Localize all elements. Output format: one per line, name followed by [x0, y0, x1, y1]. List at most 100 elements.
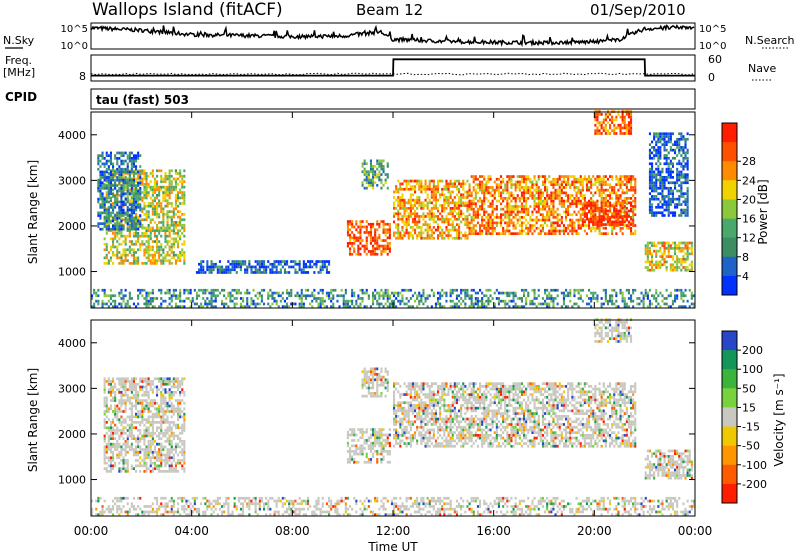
- data-cell: [361, 244, 364, 248]
- data-cell: [627, 291, 630, 295]
- data-cell: [598, 188, 601, 192]
- data-cell: [126, 253, 129, 257]
- data-cell: [686, 165, 689, 168]
- data-cell: [430, 305, 433, 309]
- data-cell: [600, 183, 603, 187]
- data-cell: [510, 194, 513, 197]
- data-cell: [403, 198, 406, 202]
- data-cell: [520, 186, 523, 189]
- data-cell: [426, 185, 429, 188]
- data-cell: [411, 236, 414, 240]
- data-cell: [567, 194, 570, 197]
- data-cell: [474, 194, 477, 197]
- data-cell: [309, 302, 312, 306]
- data-cell: [487, 186, 490, 189]
- data-cell: [145, 256, 148, 260]
- data-cell: [114, 253, 117, 257]
- data-cell: [585, 302, 588, 306]
- data-cell: [269, 288, 272, 292]
- data-cell: [525, 186, 528, 189]
- data-cell: [141, 180, 144, 184]
- data-cell: [434, 190, 437, 194]
- data-cell: [397, 291, 400, 295]
- data-cell: [319, 299, 322, 303]
- data-cell: [353, 305, 356, 309]
- data-cell: [653, 156, 656, 160]
- data-cell: [174, 232, 177, 235]
- data-cell: [139, 183, 142, 186]
- data-cell: [491, 207, 494, 211]
- data-cell: [541, 180, 544, 184]
- data-cell: [632, 221, 635, 225]
- data-cell: [682, 200, 685, 204]
- data-cell: [145, 188, 148, 192]
- data-cell: [455, 179, 458, 183]
- data-cell: [437, 217, 440, 221]
- data-cell: [132, 188, 135, 192]
- data-cell: [604, 299, 607, 303]
- data-cell: [615, 115, 618, 119]
- data-cell: [487, 188, 490, 192]
- data-cell: [235, 297, 238, 300]
- data-cell: [529, 205, 532, 208]
- data-cell: [466, 234, 469, 237]
- data-cell: [665, 268, 668, 272]
- data-cell: [170, 204, 173, 208]
- data-cell: [659, 211, 662, 215]
- data-cell: [573, 202, 576, 206]
- data-cell: [686, 205, 689, 209]
- data-cell: [414, 212, 417, 216]
- data-cell: [621, 220, 624, 224]
- data-cell: [170, 169, 173, 173]
- data-cell: [198, 262, 201, 266]
- data-cell: [279, 268, 282, 272]
- data-cell: [602, 118, 605, 122]
- data-cell: [128, 305, 131, 309]
- data-cell: [529, 302, 532, 306]
- data-cell: [544, 175, 547, 178]
- data-cell: [164, 188, 167, 192]
- data-cell: [174, 177, 177, 181]
- data-cell: [655, 244, 658, 248]
- data-cell: [472, 302, 475, 306]
- data-cell: [600, 177, 603, 181]
- data-cell: [625, 224, 628, 227]
- data-cell: [156, 207, 159, 211]
- data-cell: [298, 305, 301, 309]
- data-cell: [149, 253, 152, 257]
- data-cell: [275, 302, 278, 306]
- data-cell: [674, 143, 677, 147]
- data-cell: [426, 187, 429, 191]
- data-cell: [548, 229, 551, 233]
- data-cell: [164, 253, 167, 257]
- data-cell: [453, 228, 456, 232]
- data-cell: [294, 260, 297, 263]
- data-cell: [97, 214, 100, 217]
- data-cell: [581, 288, 584, 292]
- data-cell: [328, 294, 331, 298]
- data-cell: [355, 252, 358, 256]
- data-cell: [546, 294, 549, 298]
- data-cell: [426, 212, 429, 216]
- data-cell: [166, 215, 169, 219]
- data-cell: [676, 260, 679, 264]
- data-cell: [638, 302, 641, 306]
- data-cell: [298, 262, 301, 266]
- data-cell: [447, 231, 450, 235]
- data-cell: [130, 193, 133, 197]
- data-cell: [508, 229, 511, 233]
- data-cell: [139, 248, 142, 252]
- data-cell: [604, 216, 607, 219]
- data-cell: [537, 288, 540, 292]
- data-cell: [546, 191, 549, 195]
- data-cell: [275, 260, 278, 263]
- data-cell: [449, 196, 452, 199]
- data-cell: [479, 197, 482, 200]
- data-cell: [453, 179, 456, 183]
- data-cell: [357, 297, 360, 300]
- data-cell: [676, 167, 679, 171]
- data-cell: [170, 218, 173, 222]
- data-cell: [623, 201, 626, 205]
- data-cell: [388, 250, 391, 253]
- data-cell: [479, 226, 482, 230]
